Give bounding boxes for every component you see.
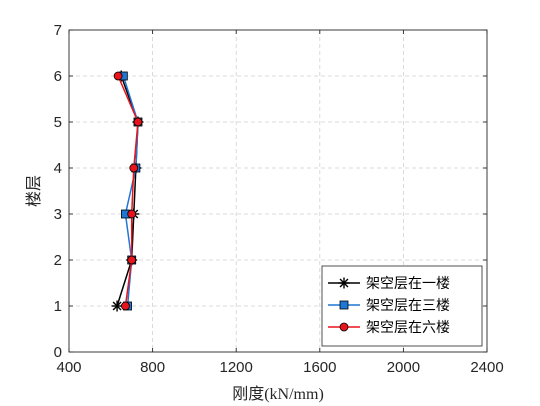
legend-entry-3: 架空层在六楼 — [328, 320, 450, 336]
legend-label-2: 架空层在三楼 — [366, 298, 450, 314]
square-marker — [339, 300, 349, 310]
y-tick-label: 4 — [54, 160, 62, 177]
legend-marker-1 — [338, 277, 350, 289]
axes — [68, 29, 488, 353]
circle-marker — [113, 71, 123, 81]
x-tick-label: 1200 — [220, 359, 253, 376]
legend-entry-2: 架空层在三楼 — [328, 298, 450, 314]
legend-box — [321, 265, 483, 347]
y-tick-labels: 0 1 2 3 4 5 6 7 — [54, 22, 62, 361]
y-tick-label: 1 — [54, 298, 62, 315]
asterisk-marker — [338, 277, 350, 289]
data-series — [111, 70, 144, 312]
x-tick-label: 800 — [140, 359, 165, 376]
legend-marker-2 — [339, 300, 349, 310]
x-tick-label: 400 — [56, 359, 81, 376]
series-line — [117, 75, 139, 307]
series-3 — [113, 71, 143, 311]
y-tick-label: 3 — [54, 206, 62, 223]
circle-marker — [133, 117, 143, 127]
y-tick-label: 6 — [54, 68, 62, 85]
circle-marker — [127, 209, 137, 219]
circle-marker — [129, 163, 139, 173]
x-axis-label: 刚度(kN/mm) — [232, 385, 324, 403]
x-tick-label: 1600 — [303, 359, 336, 376]
legend-label-3: 架空层在六楼 — [366, 320, 450, 336]
asterisk-marker — [111, 300, 123, 312]
x-tick-labels: 400 800 1200 1600 2000 2400 — [56, 359, 503, 376]
circle-marker — [121, 301, 130, 311]
x-tick-label: 2400 — [470, 359, 503, 376]
legend: 架空层在一楼 架空层在三楼 架空层在六楼 — [321, 265, 483, 347]
legend-marker-3 — [339, 322, 349, 332]
y-tick-label: 2 — [54, 252, 62, 269]
axes-box — [68, 29, 488, 353]
x-tick-label: 2000 — [387, 359, 420, 376]
y-tick-label: 0 — [54, 344, 62, 361]
y-axis-label: 楼层 — [25, 175, 43, 207]
y-tick-label: 7 — [54, 22, 62, 39]
legend-label-1: 架空层在一楼 — [366, 276, 450, 292]
legend-entry-1: 架空层在一楼 — [328, 276, 450, 292]
circle-marker — [127, 255, 137, 265]
circle-marker — [339, 322, 349, 332]
y-tick-label: 5 — [54, 114, 62, 131]
